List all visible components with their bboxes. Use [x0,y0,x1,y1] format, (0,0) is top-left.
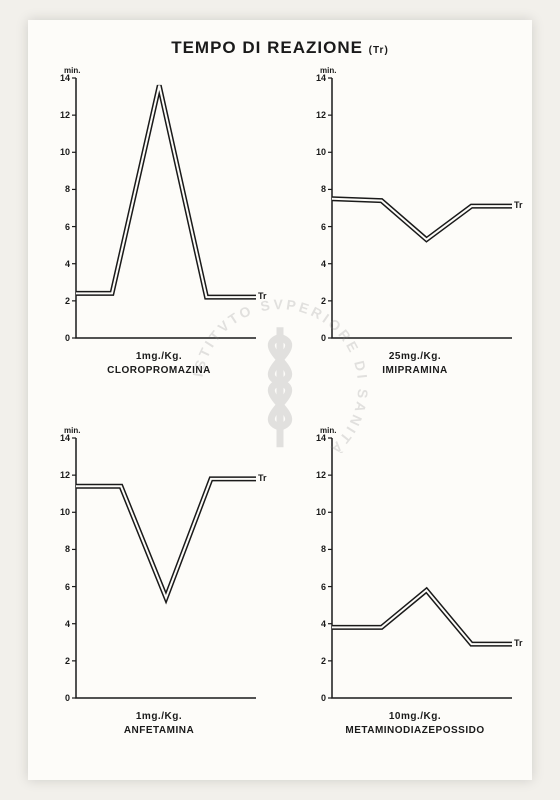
y-tick-label: 0 [54,693,70,703]
y-tick-label: 6 [54,582,70,592]
tr-label: Tr [514,638,523,648]
caption-name: METAMINODIAZEPOSSIDO [290,724,540,738]
panel-caption: 1mg./Kg.CLOROPROMAZINA [34,350,284,378]
y-tick-label: 4 [54,259,70,269]
y-tick-label: 10 [310,147,326,157]
caption-dose: 10mg./Kg. [290,710,540,724]
y-tick-label: 8 [310,184,326,194]
tr-label: Tr [258,473,267,483]
title-main: TEMPO DI REAZIONE [171,38,363,57]
caption-name: IMIPRAMINA [290,364,540,378]
panel-caption: 25mg./Kg.IMIPRAMINA [290,350,540,378]
y-tick-label: 4 [310,619,326,629]
y-tick-label: 6 [310,582,326,592]
chart-panel: min.02468101214Tr25mg./Kg.IMIPRAMINA [290,70,540,400]
caption-dose: 1mg./Kg. [34,710,284,724]
y-tick-label: 2 [54,296,70,306]
panel-caption: 10mg./Kg.METAMINODIAZEPOSSIDO [290,710,540,738]
y-tick-label: 14 [54,433,70,443]
page: TEMPO DI REAZIONE (Tr) min.02468101214Tr… [28,20,532,780]
y-tick-label: 0 [310,693,326,703]
panel-caption: 1mg./Kg.ANFETAMINA [34,710,284,738]
y-tick-label: 6 [54,222,70,232]
y-tick-label: 4 [54,619,70,629]
y-tick-label: 2 [310,296,326,306]
y-tick-label: 4 [310,259,326,269]
y-tick-label: 2 [54,656,70,666]
y-tick-label: 12 [310,470,326,480]
y-tick-label: 12 [54,470,70,480]
tr-label: Tr [514,200,523,210]
y-tick-label: 12 [310,110,326,120]
panels-grid: min.02468101214Tr1mg./Kg.CLOROPROMAZINAm… [28,70,532,780]
caption-dose: 25mg./Kg. [290,350,540,364]
y-tick-label: 0 [310,333,326,343]
caption-name: ANFETAMINA [34,724,284,738]
y-tick-label: 0 [54,333,70,343]
y-tick-label: 14 [310,73,326,83]
caption-dose: 1mg./Kg. [34,350,284,364]
caption-name: CLOROPROMAZINA [34,364,284,378]
chart-panel: min.02468101214Tr1mg./Kg.ANFETAMINA [34,430,284,760]
y-tick-label: 14 [54,73,70,83]
page-title: TEMPO DI REAZIONE (Tr) [28,38,532,58]
y-tick-label: 2 [310,656,326,666]
tr-label: Tr [258,291,267,301]
y-tick-label: 14 [310,433,326,443]
chart-panel: min.02468101214Tr10mg./Kg.METAMINODIAZEP… [290,430,540,760]
y-tick-label: 10 [54,147,70,157]
y-tick-label: 8 [54,184,70,194]
chart-panel: min.02468101214Tr1mg./Kg.CLOROPROMAZINA [34,70,284,400]
y-tick-label: 12 [54,110,70,120]
title-suffix: (Tr) [369,45,389,56]
y-tick-label: 8 [310,544,326,554]
y-tick-label: 8 [54,544,70,554]
y-tick-label: 10 [54,507,70,517]
y-tick-label: 10 [310,507,326,517]
y-tick-label: 6 [310,222,326,232]
